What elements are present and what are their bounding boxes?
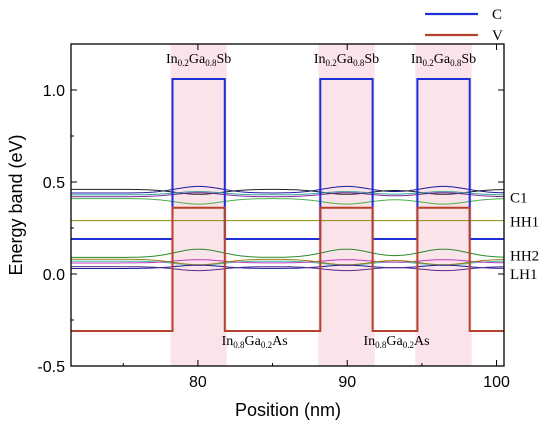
barrier-label: In0.8Ga0.2As <box>363 334 429 350</box>
barrier-label: In0.8Ga0.2As <box>222 334 288 350</box>
y-tick-label: -0.5 <box>37 359 65 376</box>
level-label: LH1 <box>510 267 538 283</box>
x-tick-label: 90 <box>338 374 356 391</box>
energy-level-line <box>71 259 504 264</box>
energy-level-line <box>71 266 504 272</box>
energy-level-line <box>71 185 504 194</box>
well-shade <box>170 44 227 366</box>
legend: CV <box>425 7 503 44</box>
energy-levels <box>71 185 505 272</box>
level-label: HH1 <box>510 215 539 231</box>
plot-background <box>170 44 472 366</box>
energy-level-line <box>71 258 504 266</box>
y-tick-label: 1.0 <box>43 83 65 100</box>
band-series <box>71 78 504 332</box>
legend-label: V <box>492 28 503 44</box>
x-tick-label: 80 <box>189 374 207 391</box>
plot-frame <box>70 43 505 367</box>
legend-label: C <box>492 7 502 23</box>
energy-level-line <box>71 191 505 196</box>
well-shade <box>318 44 375 366</box>
energy-level-line <box>71 198 505 205</box>
y-tick-label: 0.0 <box>43 267 65 284</box>
well-label: In0.2Ga0.8Sb <box>314 52 379 68</box>
axes-frame <box>70 43 505 367</box>
annotations: In0.2Ga0.8Sb In0.2Ga0.8Sb In0.2Ga0.8Sb In0.… <box>166 52 539 350</box>
x-axis-title: Position (nm) <box>235 400 341 420</box>
well-shade <box>415 44 472 366</box>
series-line-v <box>71 206 504 332</box>
energy-level-line <box>71 248 505 258</box>
well-label: In0.2Ga0.8Sb <box>166 52 231 68</box>
level-label: HH2 <box>510 249 539 265</box>
y-axis-title: Energy band (eV) <box>6 134 26 275</box>
level-label: C1 <box>510 191 528 207</box>
well-label: In0.2Ga0.8Sb <box>411 52 476 68</box>
series-line-c <box>71 78 504 240</box>
y-tick-label: 0.5 <box>43 175 65 192</box>
tick-marks: 80 90 100 -0.5 0.0 0.5 1.0 <box>37 44 510 391</box>
energy-level-line <box>71 192 505 198</box>
x-tick-label: 100 <box>483 374 510 391</box>
energy-level-line <box>71 264 505 269</box>
